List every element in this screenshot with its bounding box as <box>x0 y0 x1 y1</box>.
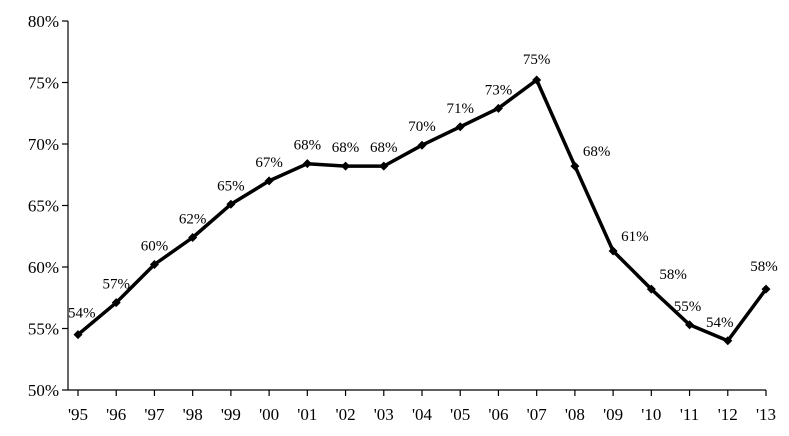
x-tick-label: '10 <box>641 405 661 424</box>
y-tick-label: 65% <box>28 197 59 216</box>
data-label: 54% <box>706 315 734 331</box>
data-point-marker <box>302 159 312 169</box>
data-label: 61% <box>621 229 649 245</box>
y-tick-label: 50% <box>28 381 59 400</box>
x-tick-label: '05 <box>450 405 470 424</box>
data-point-marker <box>264 176 274 186</box>
data-label: 60% <box>141 239 169 255</box>
data-point-marker <box>685 320 695 330</box>
data-label: 65% <box>217 178 245 194</box>
y-tick-label: 80% <box>28 12 59 31</box>
ticks: 50% 55% 60% 65% 70% 75% 80% '95 '96 '97 '98 '99 '00 '… <box>28 12 776 424</box>
data-label: 73% <box>485 82 513 98</box>
x-tick-label: '11 <box>680 405 699 424</box>
data-point-marker <box>341 161 351 171</box>
axes <box>67 21 766 391</box>
y-tick-label: 60% <box>28 258 59 277</box>
x-tick-label: '01 <box>297 405 317 424</box>
x-tick-label: '08 <box>565 405 585 424</box>
data-label: 54% <box>68 306 96 322</box>
data-point-marker <box>188 232 198 242</box>
x-tick-label: '06 <box>488 405 508 424</box>
x-tick-label: '02 <box>336 405 356 424</box>
data-point-marker <box>646 284 656 294</box>
data-label: 70% <box>408 119 436 135</box>
x-tick-label: '09 <box>603 405 623 424</box>
data-point-marker <box>570 161 580 171</box>
data-label: 68% <box>294 138 322 154</box>
data-point-marker <box>493 103 503 113</box>
data-point-marker <box>608 246 618 256</box>
x-tick-label: '04 <box>412 405 433 424</box>
data-label: 67% <box>255 155 283 171</box>
x-tick-label: '95 <box>68 405 88 424</box>
series <box>73 75 771 346</box>
x-tick-label: '13 <box>756 405 776 424</box>
x-tick-label: '07 <box>527 405 548 424</box>
data-point-marker <box>455 122 465 132</box>
data-label: 68% <box>583 144 611 160</box>
data-point-marker <box>111 298 121 308</box>
data-label: 71% <box>446 101 474 117</box>
data-label: 55% <box>674 299 702 315</box>
data-label: 68% <box>370 140 398 156</box>
y-tick-label: 55% <box>28 320 59 339</box>
x-tick-label: '00 <box>259 405 279 424</box>
data-point-marker <box>226 199 236 209</box>
x-tick-label: '12 <box>718 405 738 424</box>
x-tick-label: '03 <box>374 405 394 424</box>
data-point-marker <box>417 140 427 150</box>
data-point-marker <box>723 336 733 346</box>
data-point-marker <box>761 284 771 294</box>
data-labels: 54% 57% 60% 62% 65% 67% 68% 68% 68% 70% 71% 73% 75% 6… <box>68 52 778 331</box>
data-label: 58% <box>750 259 778 275</box>
x-tick-label: '99 <box>221 405 241 424</box>
x-tick-label: '96 <box>106 405 126 424</box>
y-tick-label: 75% <box>28 74 59 93</box>
x-tick-label: '98 <box>183 405 203 424</box>
data-label: 68% <box>332 140 360 156</box>
data-point-marker <box>532 75 542 85</box>
data-point-marker <box>73 330 83 340</box>
data-label: 62% <box>179 211 207 227</box>
data-label: 57% <box>102 277 130 293</box>
y-tick-label: 70% <box>28 135 59 154</box>
x-tick-label: '97 <box>144 405 165 424</box>
data-label: 58% <box>659 267 687 283</box>
data-label: 75% <box>523 52 551 68</box>
data-point-marker <box>379 161 389 171</box>
data-point-marker <box>149 260 159 270</box>
